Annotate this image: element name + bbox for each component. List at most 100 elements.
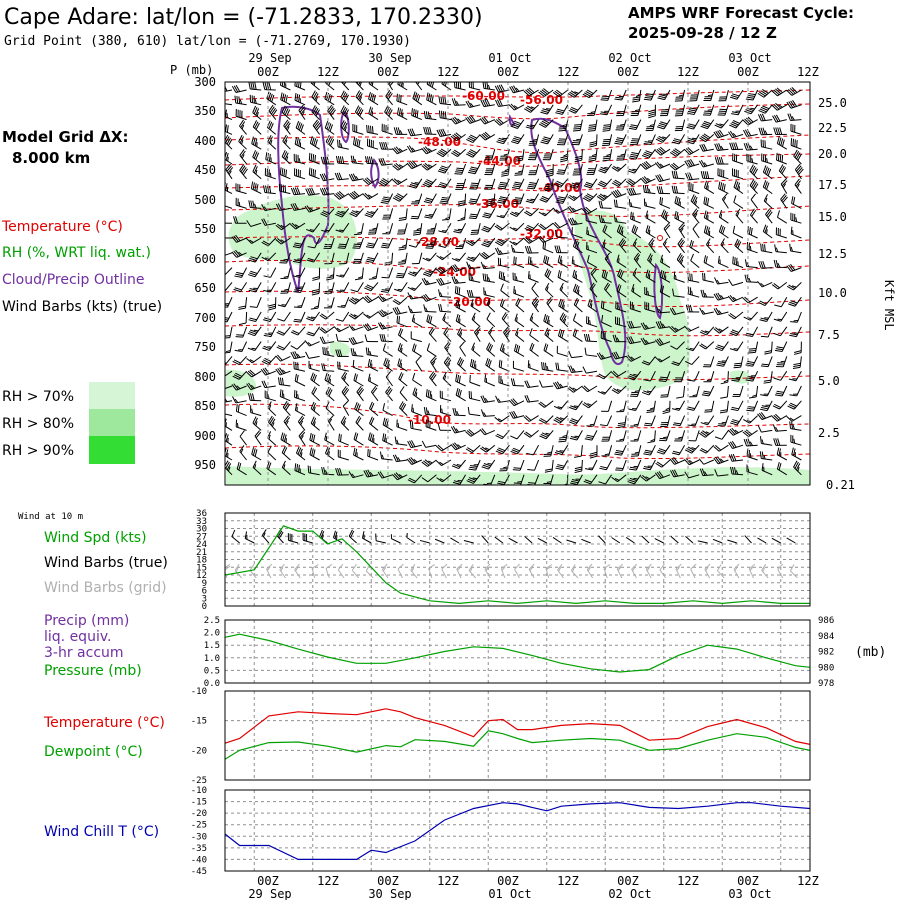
wind-barb-feather: [732, 225, 736, 234]
wind-barb-feather: [248, 393, 251, 401]
wind-barb-feather: [481, 133, 488, 140]
wind-barb-feather: [364, 334, 368, 342]
wind-barb-feather: [225, 151, 228, 159]
wind-barb-feather: [672, 361, 680, 365]
wind-barb-feather: [239, 99, 243, 105]
wind-barb-feather: [659, 163, 664, 168]
wind-barb-feather: [233, 374, 241, 379]
wind-barb-feather: [616, 189, 622, 196]
wind-barb-feather: [488, 360, 492, 368]
wind-barb-feather: [574, 240, 578, 248]
wind-barb-feather: [643, 467, 651, 471]
wind-barb-feather: [773, 377, 781, 381]
legend-wind-barbs-grid: Wind Barbs (grid): [44, 580, 167, 596]
isotherm-label: -20.00: [448, 295, 491, 309]
wind-barb-feather: [764, 350, 772, 353]
wind-barb-feather: [729, 348, 738, 352]
wind-barb-feather: [514, 197, 523, 199]
wind-barb: [270, 267, 277, 278]
wind-barb-feather: [307, 257, 315, 261]
wind-barb-feather: [561, 330, 565, 339]
wind-barb-feather: [679, 241, 686, 248]
wind-barb-feather: [544, 327, 549, 335]
svg-text:700: 700: [194, 311, 216, 325]
wind-barb-feather: [281, 93, 285, 101]
wind-barb-feather: [744, 274, 748, 282]
wind-barb-feather: [557, 328, 561, 336]
wind-barb-feather: [687, 406, 695, 410]
wind-barb-feather: [294, 463, 297, 471]
wind-barb-feather: [658, 338, 664, 345]
wind-barb-feather: [381, 334, 385, 342]
wind-barb-feather: [629, 155, 637, 158]
wind-barb-feather: [703, 255, 707, 263]
wind-barb-feather: [778, 448, 782, 456]
wind-barb-feather: [759, 108, 767, 113]
wind-barb-feather: [743, 143, 748, 151]
wind-barb-feather: [309, 364, 312, 369]
pressure-line: [224, 633, 811, 673]
wind-barb-feather: [656, 338, 662, 346]
wind-barb-feather: [249, 393, 253, 401]
wind-barb-feather: [788, 264, 794, 272]
wind-barb-feather: [642, 176, 648, 184]
wind-barb: [767, 326, 773, 338]
wind-barb-feather: [496, 449, 504, 453]
wind-barb: [352, 366, 364, 372]
wind-barb-feather: [648, 115, 656, 119]
wind-barb-feather: [342, 387, 348, 394]
wind-barb-feather: [337, 192, 344, 198]
wind-barb: [721, 430, 729, 440]
y-tick-label: 3: [202, 594, 207, 604]
wind-barb-feather: [337, 563, 344, 571]
legend-pressure: Pressure (mb): [44, 663, 142, 679]
wind-barb-feather: [480, 99, 485, 107]
wind-barb-feather: [348, 337, 354, 345]
wind-barb-feather: [271, 94, 275, 103]
svg-text:550: 550: [194, 222, 216, 236]
wind-barb-feather: [379, 310, 385, 317]
wind-barb-feather: [574, 455, 582, 458]
wind-barb-feather: [366, 177, 373, 183]
svg-text:15.0: 15.0: [818, 210, 847, 224]
wind-barb-feather: [771, 104, 778, 111]
wind-barb-feather: [603, 124, 611, 126]
wind-barb-feather: [498, 84, 503, 92]
wind-barb-feather: [509, 212, 517, 218]
wind-barb-feather: [499, 343, 504, 351]
wind-barb-feather: [337, 349, 341, 357]
wind-barb: [516, 430, 525, 440]
wind-barb-feather: [482, 227, 490, 231]
wind-barb-feather: [572, 195, 578, 199]
svg-text:500: 500: [194, 193, 216, 207]
wind-barb-feather: [298, 123, 303, 131]
wind-barb-feather: [744, 118, 751, 125]
wind-barb-feather: [457, 389, 461, 397]
wind-barb-feather: [728, 131, 733, 139]
wind-barb-feather: [393, 147, 400, 154]
wind-barb-feather: [397, 327, 402, 336]
wind-barb-feather: [263, 185, 266, 193]
wind-barb-feather: [498, 270, 501, 279]
wind-barb-feather: [465, 431, 472, 437]
wind-barb-feather: [268, 434, 271, 440]
wind-barb-feather: [482, 215, 490, 219]
wind-barb-feather: [327, 388, 332, 396]
wind-barb-feather: [590, 283, 596, 291]
wind-barb-feather: [413, 231, 421, 234]
y-tick-label: -10: [191, 687, 207, 697]
wind-barb-feather: [358, 276, 363, 279]
wind-barb-feather: [484, 131, 491, 138]
wind-barb-feather: [305, 351, 310, 359]
wind-barb-feather: [497, 482, 505, 485]
wind-barb-feather: [411, 567, 415, 572]
wind-barb: [780, 370, 788, 381]
wind-barb-feather: [277, 377, 280, 385]
wind-barb-feather: [555, 182, 563, 187]
wind-barb-feather: [616, 166, 622, 170]
wind-barb-feather: [687, 139, 695, 143]
wind-barb-feather: [494, 99, 499, 107]
wind-barb-feather: [468, 217, 477, 220]
wind-barb-feather: [707, 94, 713, 97]
wind-barb-feather: [481, 228, 489, 233]
